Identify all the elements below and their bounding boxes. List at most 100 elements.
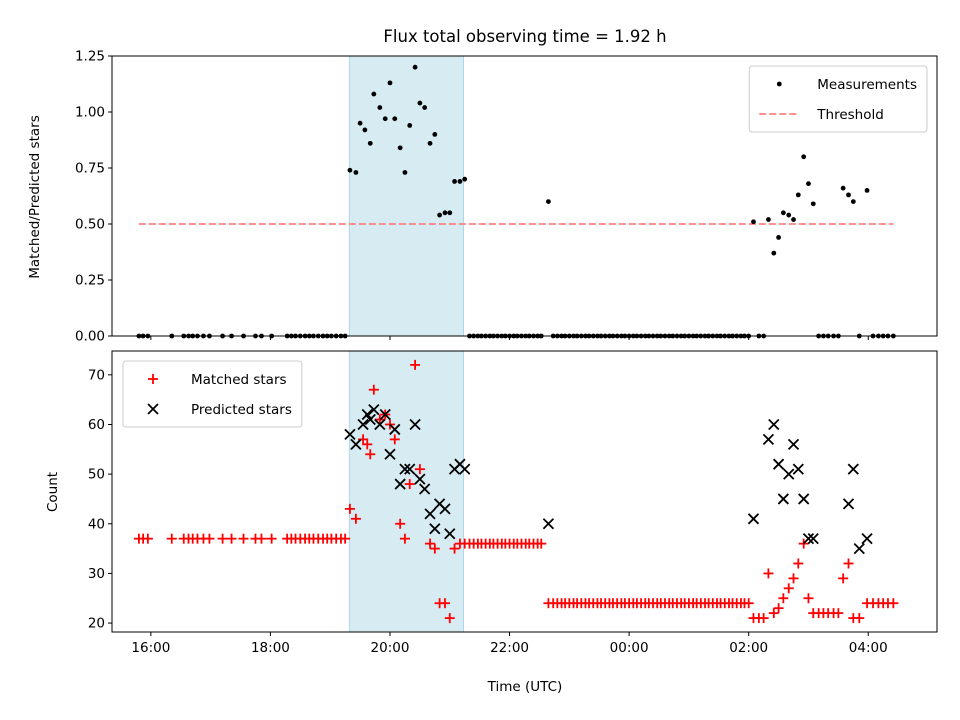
data-point bbox=[810, 201, 816, 207]
data-point bbox=[802, 533, 815, 545]
data-point bbox=[412, 64, 418, 70]
data-point bbox=[379, 408, 391, 421]
data-point bbox=[357, 120, 363, 126]
data-point bbox=[840, 185, 846, 191]
data-point bbox=[747, 513, 760, 525]
legend-entry-label: Threshold bbox=[816, 107, 884, 123]
legend-marker-swatch bbox=[148, 374, 158, 384]
y-tick-label: 0.25 bbox=[75, 273, 105, 289]
y-tick-label: 30 bbox=[88, 566, 105, 582]
data-point bbox=[452, 179, 457, 184]
data-point bbox=[238, 533, 249, 544]
data-point bbox=[864, 188, 870, 193]
data-point bbox=[442, 210, 448, 216]
data-point bbox=[350, 438, 362, 450]
data-point bbox=[843, 558, 854, 569]
data-point bbox=[404, 463, 416, 475]
data-point bbox=[762, 433, 775, 446]
data-point bbox=[751, 219, 756, 225]
figure-title: Flux total observing time = 1.92 h bbox=[383, 27, 666, 46]
data-point bbox=[776, 235, 781, 240]
data-point bbox=[395, 518, 406, 529]
data-point bbox=[850, 199, 856, 205]
legend-entry-label: Matched stars bbox=[191, 372, 287, 388]
top-panel-frame bbox=[111, 55, 938, 337]
data-point bbox=[410, 359, 421, 370]
data-point bbox=[763, 568, 774, 579]
data-point bbox=[798, 493, 810, 505]
x-axis-label: Time (UTC) bbox=[487, 679, 563, 695]
data-point bbox=[374, 414, 385, 425]
y-tick-label: 20 bbox=[88, 616, 105, 632]
bottom-panel-frame bbox=[111, 350, 938, 633]
x-tick-label: 00:00 bbox=[610, 640, 649, 656]
x-tick-label: 02:00 bbox=[729, 640, 768, 656]
data-point bbox=[364, 413, 376, 426]
data-point bbox=[766, 217, 771, 222]
data-point bbox=[414, 473, 426, 485]
data-point bbox=[795, 192, 801, 198]
data-point bbox=[457, 179, 463, 184]
data-point bbox=[362, 127, 368, 133]
data-point bbox=[424, 508, 436, 520]
data-point bbox=[783, 468, 795, 480]
data-point bbox=[399, 463, 411, 475]
legend-entry-label: Predicted stars bbox=[191, 402, 292, 418]
data-point bbox=[422, 105, 428, 110]
data-point bbox=[374, 418, 386, 431]
data-point bbox=[743, 598, 754, 609]
data-point bbox=[447, 210, 453, 216]
data-point bbox=[542, 518, 555, 530]
data-point bbox=[350, 513, 361, 524]
bottom-panel-legend: Matched stars Predicted stars bbox=[122, 360, 303, 428]
y-tick-label: 1.00 bbox=[75, 105, 105, 121]
data-point bbox=[536, 538, 547, 549]
data-point bbox=[394, 478, 406, 490]
x-tick-label: 16:00 bbox=[131, 640, 170, 656]
legend-marker-swatch bbox=[147, 403, 159, 415]
data-point bbox=[444, 528, 456, 540]
top-panel-y-axis-label: Matched/Predicted stars bbox=[27, 115, 43, 278]
data-point bbox=[437, 212, 443, 218]
data-point bbox=[347, 167, 353, 173]
data-point bbox=[806, 181, 811, 187]
top-panel-plot-area bbox=[111, 55, 938, 339]
data-point bbox=[384, 448, 396, 460]
data-point bbox=[407, 123, 413, 128]
top-panel-x-ticks bbox=[150, 336, 869, 340]
data-point bbox=[842, 498, 855, 510]
data-point bbox=[404, 479, 415, 490]
data-point bbox=[389, 434, 400, 445]
data-point bbox=[340, 533, 351, 544]
top-legend-box bbox=[748, 65, 928, 133]
data-point bbox=[409, 418, 421, 431]
data-point bbox=[344, 428, 356, 441]
y-tick-label: 40 bbox=[88, 516, 105, 532]
data-point bbox=[792, 463, 804, 475]
y-tick-label: 60 bbox=[88, 417, 105, 433]
data-point bbox=[427, 140, 433, 146]
data-point bbox=[768, 608, 779, 619]
data-point bbox=[226, 533, 237, 544]
data-point bbox=[758, 613, 769, 624]
data-point bbox=[142, 533, 153, 544]
data-point bbox=[419, 483, 431, 495]
data-point bbox=[432, 132, 438, 137]
legend-marker-swatch bbox=[776, 81, 782, 87]
data-point bbox=[803, 593, 814, 604]
matched-stars-series bbox=[133, 359, 899, 624]
data-point bbox=[777, 493, 789, 505]
data-point bbox=[791, 217, 796, 222]
data-point bbox=[778, 593, 789, 604]
bottom-panel-plot-area bbox=[111, 350, 938, 633]
data-point bbox=[204, 533, 215, 544]
data-point bbox=[429, 543, 440, 554]
data-point bbox=[389, 423, 401, 436]
data-point bbox=[439, 503, 451, 515]
data-point bbox=[353, 170, 359, 175]
data-point bbox=[459, 463, 471, 475]
data-point bbox=[462, 176, 468, 182]
data-point bbox=[780, 210, 786, 216]
y-tick-label: 0.75 bbox=[75, 161, 105, 177]
data-point bbox=[382, 116, 388, 122]
